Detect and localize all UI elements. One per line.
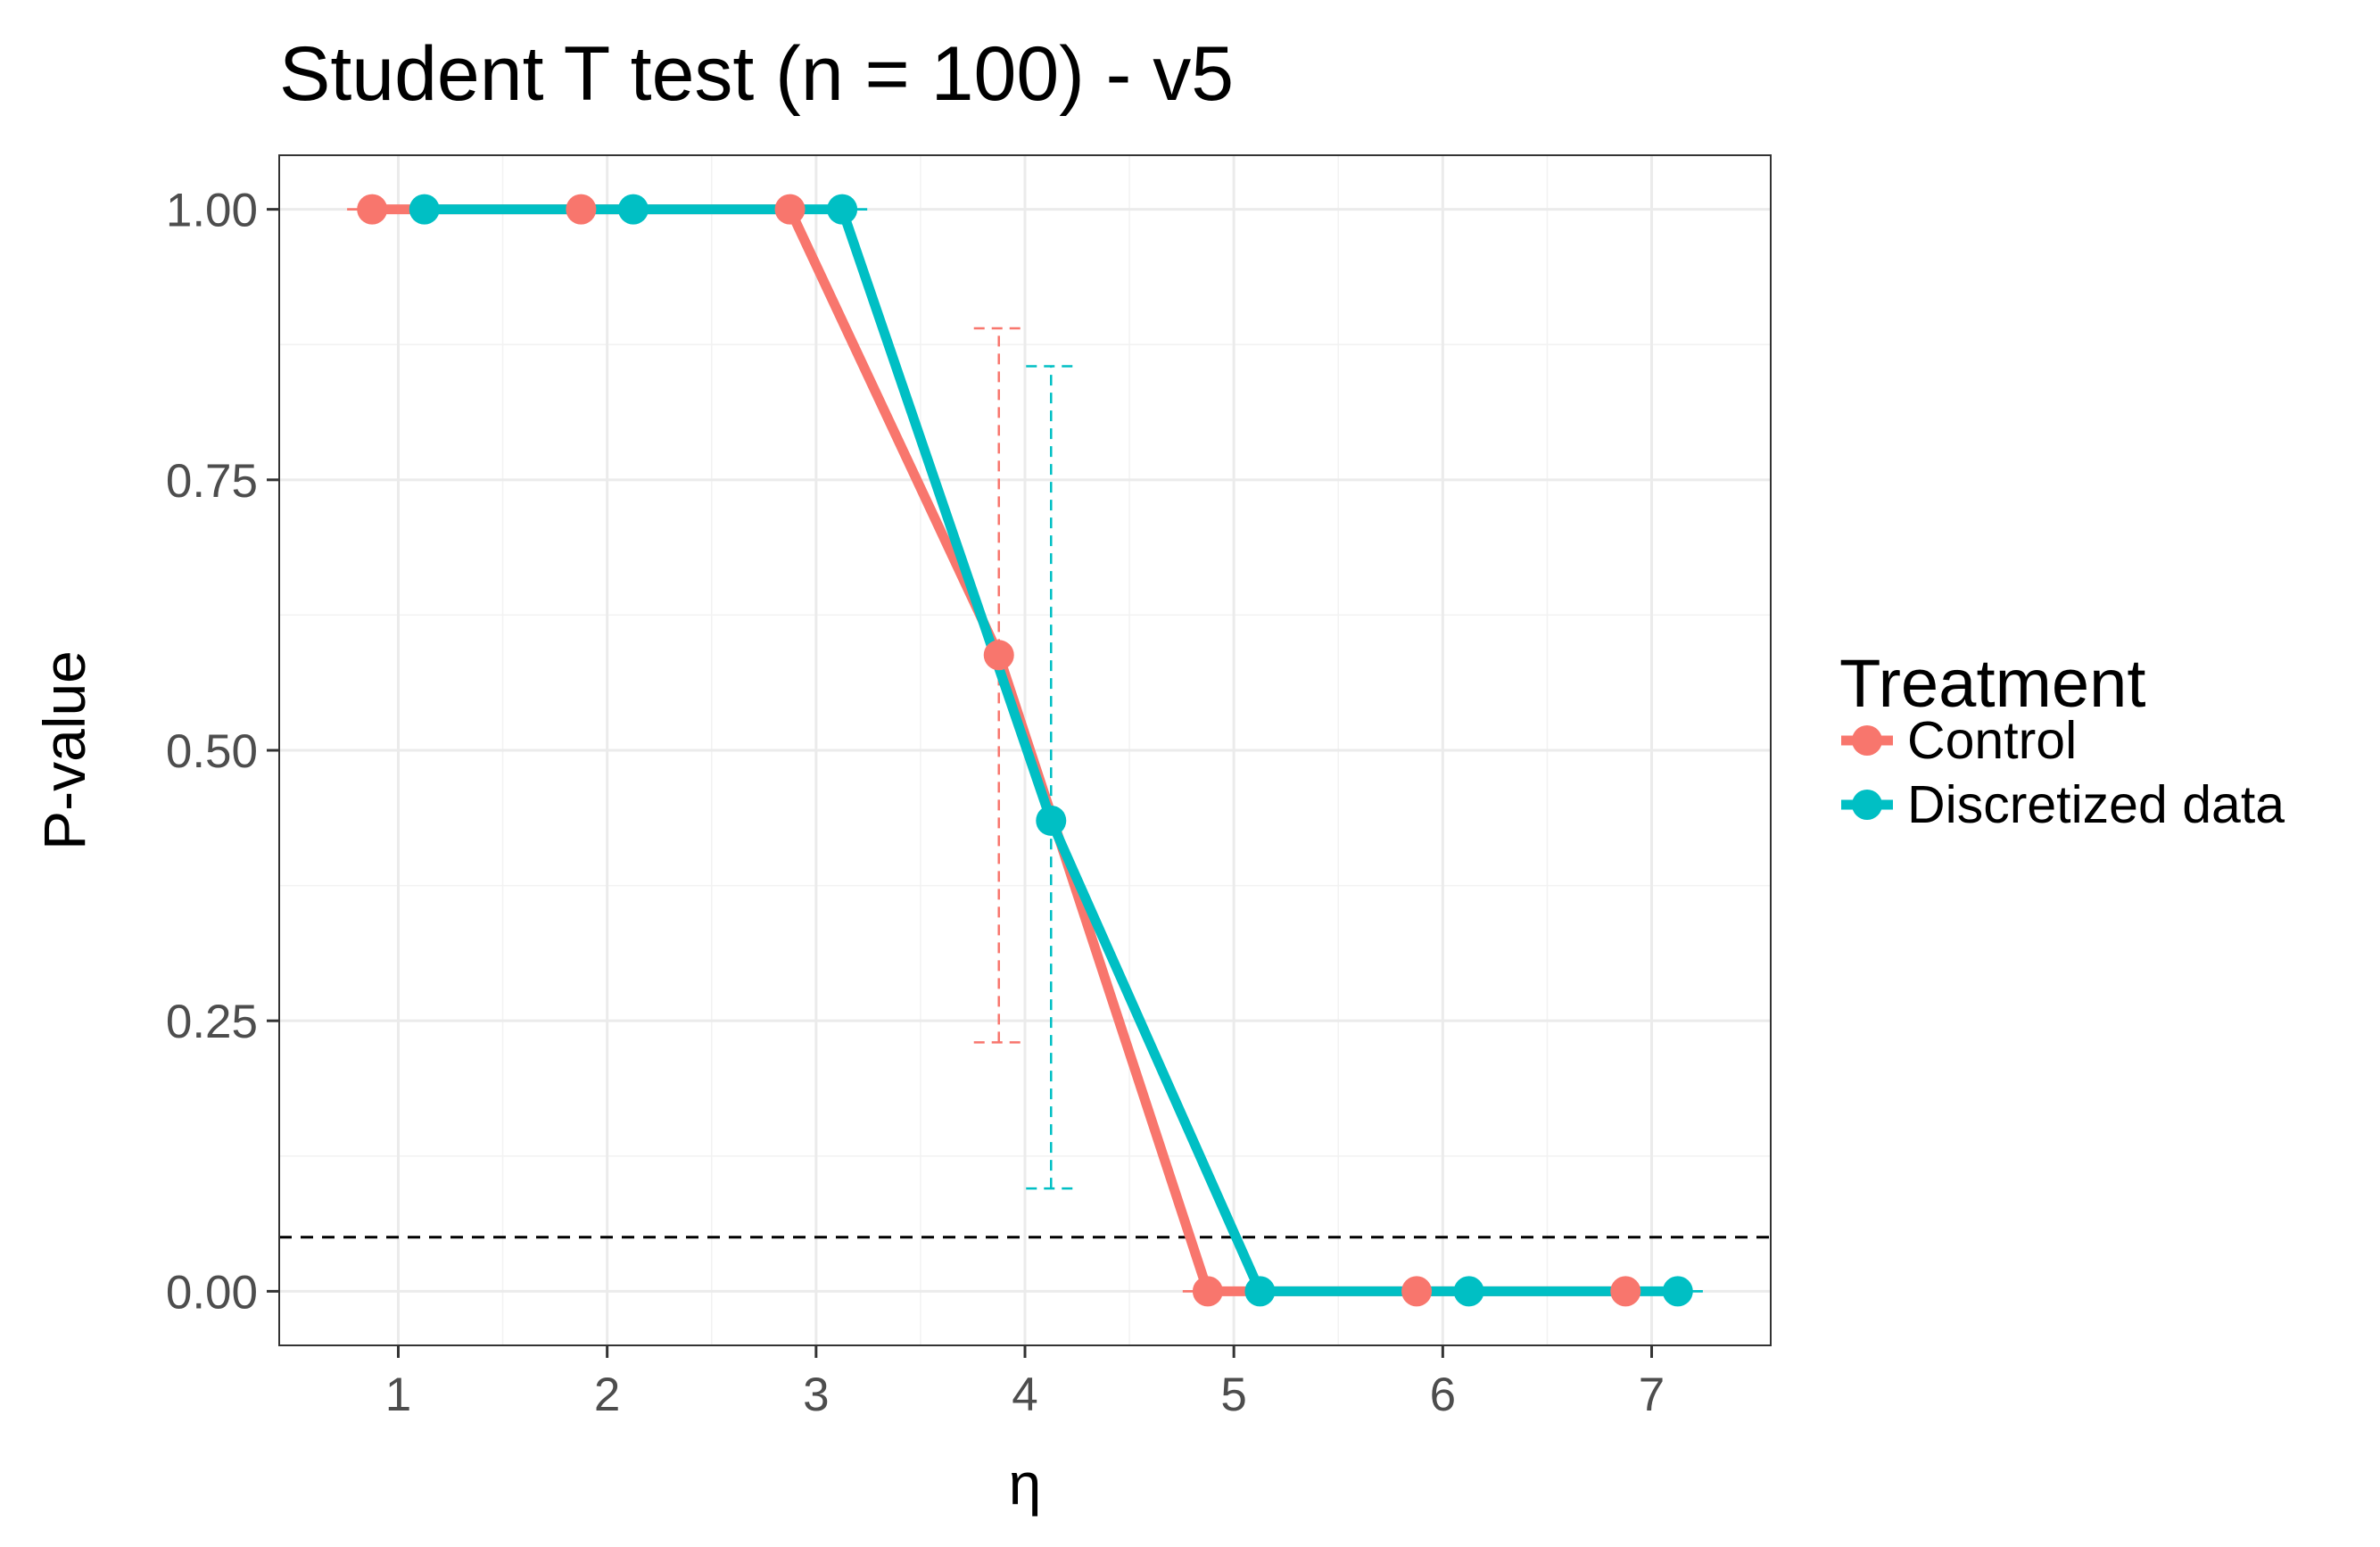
data-point <box>1453 1276 1484 1307</box>
x-axis-label: η <box>1009 1451 1042 1517</box>
legend-key-point <box>1852 790 1882 820</box>
x-axis: 1 2 3 4 5 6 7 <box>385 1345 1665 1421</box>
data-point <box>774 194 806 225</box>
data-point <box>1244 1276 1276 1307</box>
data-point <box>1036 805 1067 836</box>
y-axis-label: P-value <box>31 650 97 850</box>
legend-title: Treatment <box>1839 646 2146 722</box>
gridlines <box>279 155 1771 1345</box>
data-point <box>1401 1276 1433 1307</box>
y-tick-label: 0.00 <box>166 1266 258 1319</box>
x-tick-label: 7 <box>1639 1369 1665 1421</box>
data-point <box>357 194 388 225</box>
legend-label: Discretized data <box>1907 775 2285 834</box>
data-point <box>827 194 858 225</box>
x-tick-label: 3 <box>803 1369 829 1421</box>
x-tick-label: 5 <box>1220 1369 1246 1421</box>
legend-entry: Control <box>1841 711 2077 770</box>
data-point <box>566 194 597 225</box>
error-bar <box>1026 365 1077 1190</box>
legend-key-point <box>1852 725 1882 756</box>
x-tick-label: 2 <box>594 1369 620 1421</box>
data-point <box>1192 1276 1223 1307</box>
error-bar <box>973 327 1024 1044</box>
data-point <box>409 194 440 225</box>
x-tick-label: 4 <box>1012 1369 1037 1421</box>
legend-label: Control <box>1907 711 2077 770</box>
data-point <box>617 194 649 225</box>
y-tick-label: 0.25 <box>166 996 258 1048</box>
y-tick-label: 0.50 <box>166 725 258 778</box>
y-tick-label: 1.00 <box>166 185 258 237</box>
y-tick-label: 0.75 <box>166 455 258 508</box>
plot-panel <box>278 154 1772 1346</box>
data-points <box>357 194 1693 1307</box>
y-axis: 0.00 0.25 0.50 0.75 1.00 <box>166 185 279 1319</box>
data-point <box>983 640 1014 671</box>
data-point <box>1610 1276 1641 1307</box>
data-point <box>1662 1276 1693 1307</box>
legend-entry: Discretized data <box>1841 775 2285 834</box>
x-tick-label: 1 <box>385 1369 411 1421</box>
chart-title: Student T test (n = 100) - v5 <box>279 31 1234 117</box>
x-tick-label: 6 <box>1430 1369 1456 1421</box>
